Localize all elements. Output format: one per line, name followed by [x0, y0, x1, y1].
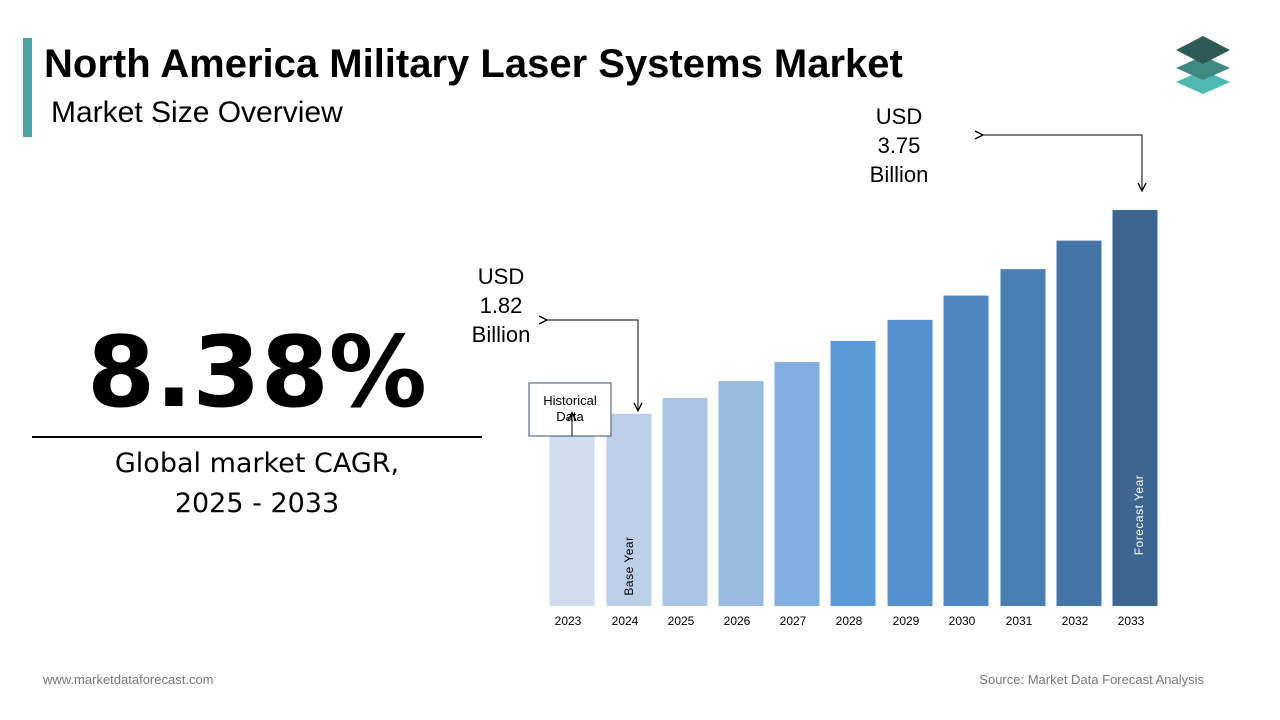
- historical-data-label: Data: [556, 409, 584, 424]
- start-value-callout: 1.82: [480, 293, 523, 318]
- cagr-label-line2: 2025 - 2033: [174, 488, 340, 519]
- x-tick-label: 2033: [1118, 614, 1145, 628]
- x-tick-label: 2023: [555, 614, 582, 628]
- forecast-year-label: Forecast Year: [1132, 475, 1146, 556]
- bar-2032: [1056, 240, 1102, 606]
- x-tick-label: 2025: [668, 614, 695, 628]
- end-value-callout: 3.75: [878, 133, 921, 158]
- bar-2025: [662, 397, 708, 606]
- bar-2024: [606, 413, 652, 606]
- x-tick-label: 2026: [724, 614, 751, 628]
- bar-2033: [1112, 210, 1158, 606]
- x-tick-label: 2024: [612, 614, 639, 628]
- cagr-label: Global market CAGR, 2025 - 2033: [32, 444, 482, 524]
- bar-2031: [1000, 269, 1046, 606]
- x-tick-label: 2031: [1006, 614, 1033, 628]
- x-tick-label: 2028: [836, 614, 863, 628]
- x-tick-label: 2027: [780, 614, 807, 628]
- x-tick-label: 2029: [893, 614, 920, 628]
- cagr-label-line1: Global market CAGR,: [114, 448, 400, 479]
- bar-2029: [887, 319, 933, 606]
- footer-source: Source: Market Data Forecast Analysis: [979, 672, 1204, 687]
- start-value-callout: Billion: [472, 322, 531, 347]
- end-value-callout: USD: [876, 104, 922, 129]
- end-value-callout: Billion: [870, 162, 929, 187]
- bar-2026: [718, 381, 764, 606]
- base-year-label: Base Year: [622, 536, 636, 595]
- bar-2030: [943, 295, 989, 606]
- x-tick-label: 2030: [949, 614, 976, 628]
- cagr-value: 8.38%: [87, 316, 427, 430]
- start-value-callout: USD: [478, 264, 524, 289]
- footer-website: www.marketdataforecast.com: [43, 672, 214, 687]
- end-value-arrow: [983, 135, 1142, 191]
- bar-2028: [830, 340, 876, 606]
- bar-2027: [774, 362, 820, 606]
- stacked-layers-logo-icon: [1176, 36, 1230, 94]
- x-tick-label: 2032: [1062, 614, 1089, 628]
- start-value-arrow: [547, 320, 638, 411]
- page-subtitle: Market Size Overview: [51, 96, 343, 129]
- page-title: North America Military Laser Systems Mar…: [44, 42, 903, 86]
- cagr-divider: [32, 436, 482, 438]
- bar-2023: [549, 428, 595, 606]
- historical-data-label: Historical: [543, 393, 597, 408]
- title-accent-bar: [23, 38, 32, 137]
